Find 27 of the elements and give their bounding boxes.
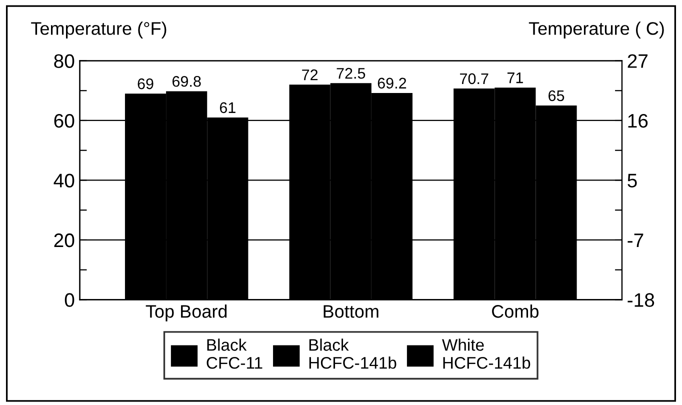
y-tick-label: 40 [54, 174, 74, 188]
y2-tick-label: 27 [628, 54, 648, 68]
data-label: 71 [507, 72, 523, 84]
y-tick-label: 80 [54, 54, 74, 68]
legend-label: Black HCFC-141b [309, 338, 396, 369]
y-tick-label: 60 [54, 114, 74, 128]
data-label: 69 [138, 78, 154, 90]
data-label: 65 [548, 90, 564, 102]
x-tick-label: Comb [492, 304, 539, 318]
y2-tick-label: -7 [628, 234, 644, 248]
y2-axis-title: Temperature ( C) [528, 22, 664, 38]
x-tick-label: Top Board [146, 304, 227, 322]
y-axis-title: Temperature (°F) [31, 22, 166, 38]
y-tick-label: 0 [64, 293, 74, 307]
data-label: 69.8 [172, 76, 201, 87]
legend-label: Black CFC-11 [206, 338, 262, 369]
data-label: 61 [220, 102, 236, 114]
data-label: 70.7 [460, 73, 488, 84]
y2-tick-label: 5 [628, 174, 637, 188]
data-label: 72.5 [336, 68, 366, 79]
y2-tick-label: -18 [628, 293, 654, 307]
x-tick-label: Bottom [324, 305, 378, 318]
legend-label: White HCFC-141b [442, 338, 530, 369]
y-tick-label: 20 [54, 233, 74, 248]
data-label: 72 [302, 69, 318, 80]
y2-tick-label: 16 [628, 114, 648, 128]
data-label: 69.2 [378, 78, 406, 89]
